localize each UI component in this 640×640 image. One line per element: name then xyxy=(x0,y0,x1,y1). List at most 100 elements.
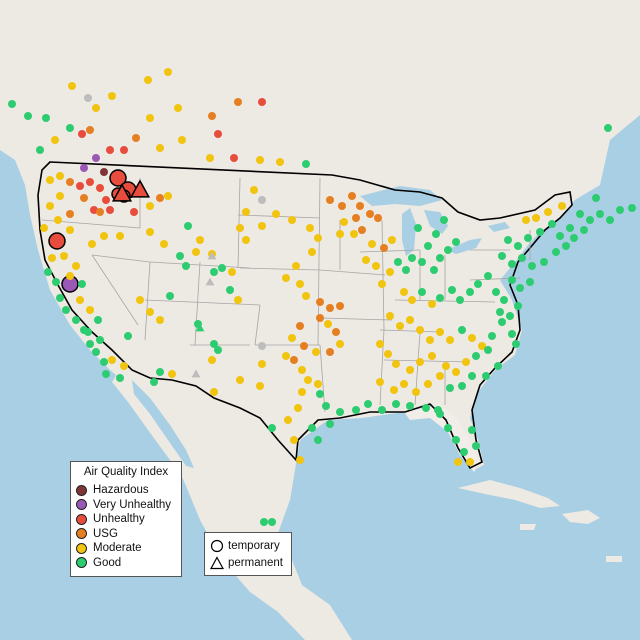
usg-temporary-marker xyxy=(66,210,74,218)
good-temporary-marker xyxy=(472,352,480,360)
moderate-temporary-marker xyxy=(384,350,392,358)
usg-temporary-marker xyxy=(326,348,334,356)
moderate-temporary-marker xyxy=(392,360,400,368)
good-temporary-marker xyxy=(504,236,512,244)
very-unhealthy-temporary-marker xyxy=(80,164,88,172)
moderate-temporary-marker xyxy=(276,158,284,166)
good-temporary-marker xyxy=(562,242,570,250)
good-temporary-marker xyxy=(352,406,360,414)
good-temporary-marker xyxy=(56,294,64,302)
moderate-temporary-marker xyxy=(258,222,266,230)
moderate-temporary-marker xyxy=(256,382,264,390)
hazardous-swatch xyxy=(76,484,87,496)
good-temporary-marker xyxy=(124,332,132,340)
good-temporary-marker xyxy=(500,296,508,304)
moderate-temporary-marker xyxy=(236,376,244,384)
good-temporary-marker xyxy=(392,400,400,408)
moderate-temporary-marker xyxy=(314,234,322,242)
moderate-temporary-marker xyxy=(56,192,64,200)
moderate-temporary-marker xyxy=(146,114,154,122)
good-temporary-marker xyxy=(494,362,502,370)
good-temporary-marker xyxy=(36,146,44,154)
good-temporary-marker xyxy=(446,384,454,392)
moderate-temporary-marker xyxy=(296,280,304,288)
moderate-temporary-marker xyxy=(92,104,100,112)
usg-temporary-marker xyxy=(296,322,304,330)
moderate-temporary-marker xyxy=(242,208,250,216)
moderate-temporary-marker xyxy=(100,232,108,240)
good-temporary-marker xyxy=(440,216,448,224)
moderate-temporary-marker xyxy=(336,340,344,348)
state-lines xyxy=(41,177,531,413)
good-temporary-marker xyxy=(424,242,432,250)
moderate-temporary-marker xyxy=(522,216,530,224)
moderate-temporary-marker xyxy=(386,268,394,276)
moderate-temporary-marker xyxy=(400,288,408,296)
moderate-temporary-marker xyxy=(454,458,462,466)
good-temporary-marker xyxy=(586,216,594,224)
moderate-temporary-marker xyxy=(400,380,408,388)
moderate-temporary-marker xyxy=(462,358,470,366)
moderate-temporary-marker xyxy=(156,316,164,324)
good-temporary-marker xyxy=(458,326,466,334)
good-temporary-marker xyxy=(472,442,480,450)
moderate-temporary-marker xyxy=(372,262,380,270)
good-swatch xyxy=(76,557,87,568)
moderate-temporary-marker xyxy=(72,262,80,270)
good-temporary-marker xyxy=(24,112,32,120)
good-temporary-marker xyxy=(552,248,560,256)
moderate-temporary-marker xyxy=(86,306,94,314)
moderate-temporary-marker xyxy=(250,186,258,194)
monitor-type-legend: temporary permanent xyxy=(204,532,292,576)
circle-icon xyxy=(210,539,224,553)
moderate-temporary-marker xyxy=(290,436,298,444)
usg-temporary-marker xyxy=(80,194,88,202)
hispaniola-land xyxy=(562,510,600,524)
unhealthy-temporary-marker xyxy=(130,208,138,216)
unhealthy-temporary-marker xyxy=(106,146,114,154)
good-temporary-marker xyxy=(444,246,452,254)
good-temporary-marker xyxy=(540,258,548,266)
moderate-temporary-marker xyxy=(340,218,348,226)
moderate-temporary-marker xyxy=(146,202,154,210)
moderate-temporary-marker xyxy=(388,236,396,244)
good-temporary-marker xyxy=(402,266,410,274)
moderate-temporary-marker xyxy=(468,334,476,342)
aqi-legend-title: Air Quality Index xyxy=(83,466,169,478)
good-temporary-marker xyxy=(414,224,422,232)
good-temporary-marker xyxy=(210,268,218,276)
moderate-temporary-marker xyxy=(378,280,386,288)
good-temporary-marker xyxy=(326,420,334,428)
good-temporary-marker xyxy=(214,346,222,354)
good-temporary-marker xyxy=(606,216,614,224)
moderate-temporary-marker xyxy=(256,156,264,164)
good-temporary-marker xyxy=(458,382,466,390)
moderate-temporary-marker xyxy=(196,236,204,244)
moderate-temporary-marker xyxy=(302,292,310,300)
moderate-temporary-marker xyxy=(452,368,460,376)
good-temporary-marker xyxy=(84,328,92,336)
moderate-temporary-marker xyxy=(282,352,290,360)
moderate-temporary-marker xyxy=(466,458,474,466)
unhealthy-temporary-marker xyxy=(258,98,266,106)
moderate-temporary-marker xyxy=(160,240,168,248)
good-temporary-marker xyxy=(406,402,414,410)
good-temporary-marker xyxy=(210,340,218,348)
moderate-temporary-marker xyxy=(312,348,320,356)
good-temporary-marker xyxy=(150,378,158,386)
puerto-rico-land xyxy=(606,556,622,562)
good-temporary-marker xyxy=(474,280,482,288)
good-temporary-marker xyxy=(524,234,532,242)
moderate-temporary-marker xyxy=(144,76,152,84)
moderate-temporary-marker xyxy=(362,256,370,264)
usg-temporary-marker xyxy=(86,126,94,134)
moderate-temporary-marker xyxy=(376,378,384,386)
no-data-temporary-marker xyxy=(84,94,92,102)
moderate-temporary-marker xyxy=(288,216,296,224)
moderate-temporary-marker xyxy=(146,228,154,236)
good-temporary-marker xyxy=(434,406,442,414)
no-data-permanent-marker xyxy=(191,369,201,378)
moderate-temporary-marker xyxy=(206,154,214,162)
usg-temporary-marker xyxy=(316,298,324,306)
good-temporary-marker xyxy=(42,114,50,122)
